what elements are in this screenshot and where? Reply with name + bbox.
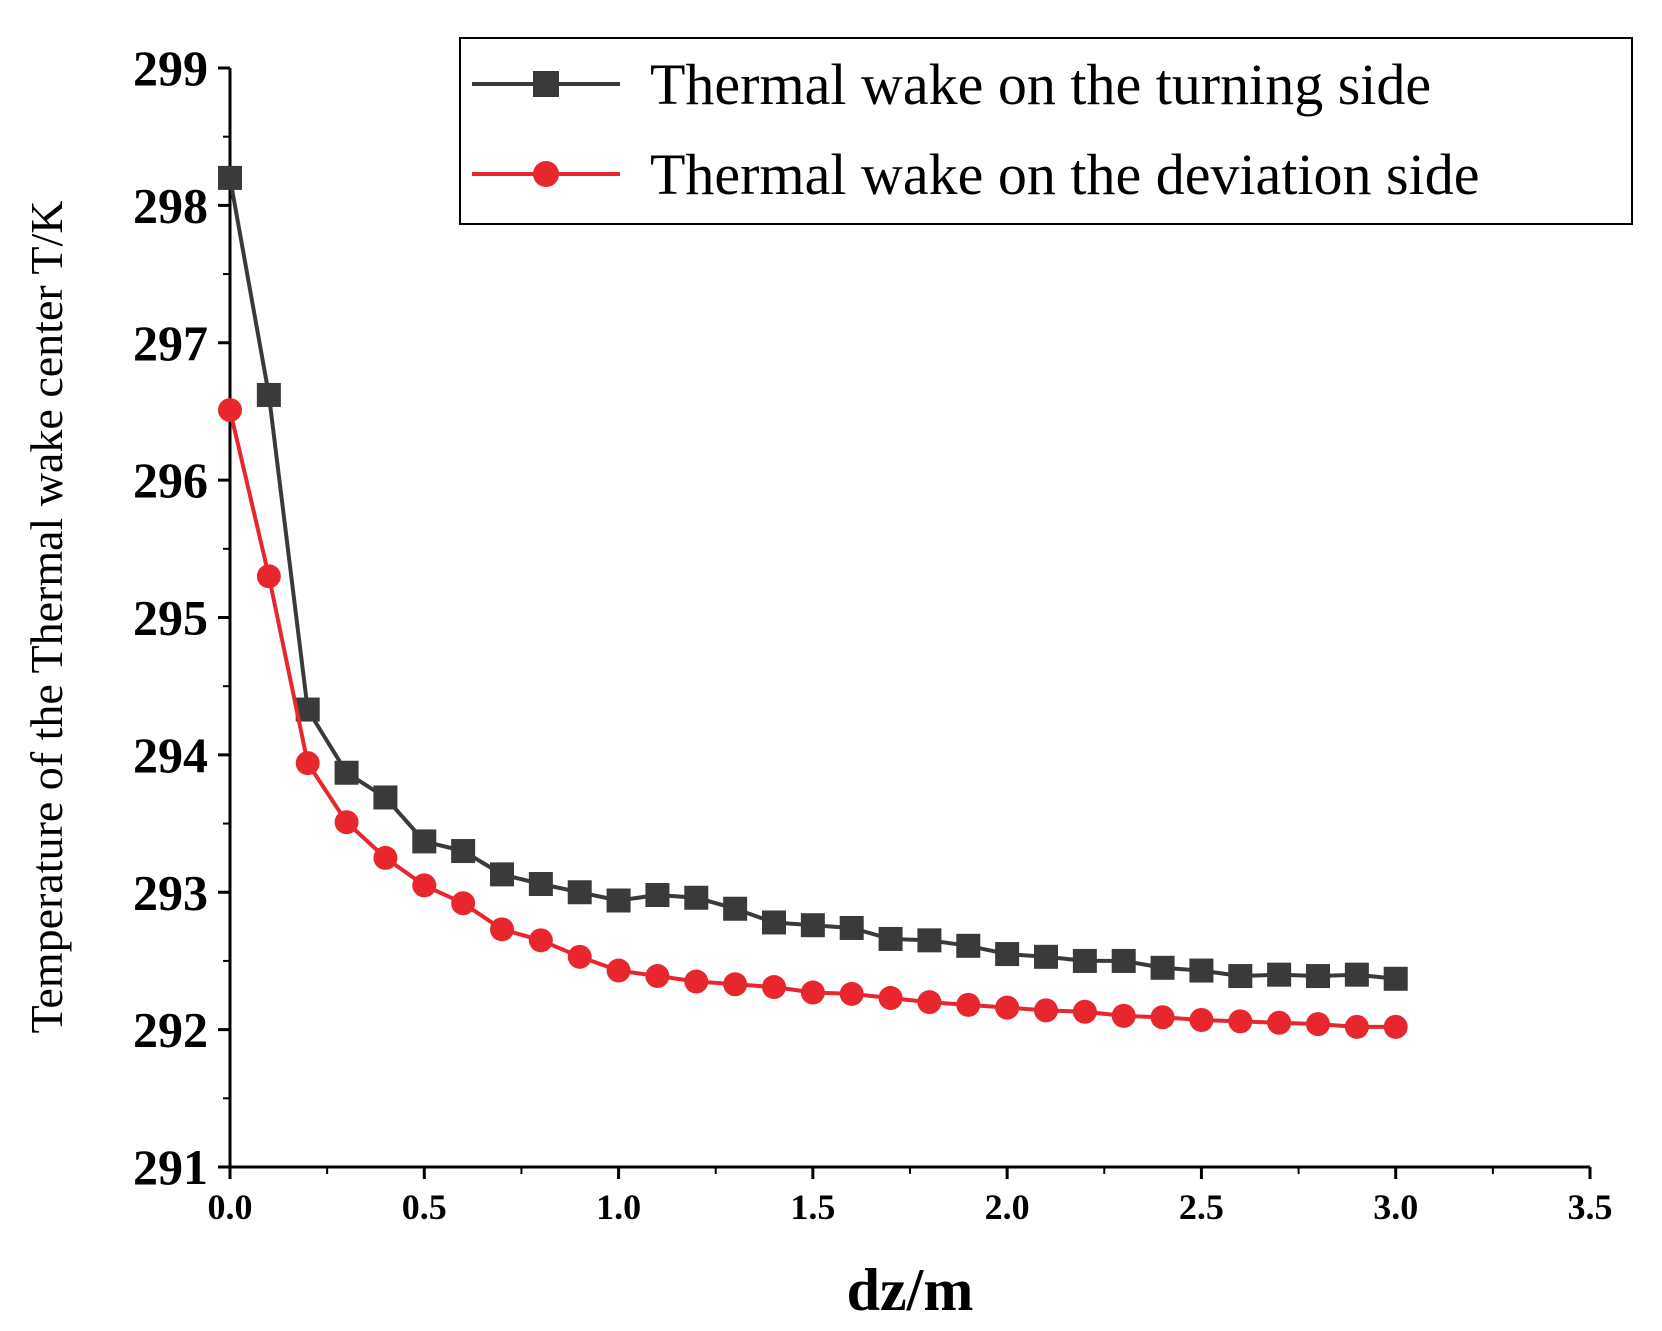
data-point [645,882,670,907]
data-point [528,872,553,897]
data-point [1189,1008,1214,1033]
data-point [917,990,942,1015]
data-point [528,928,553,953]
legend-box [459,37,1633,225]
data-point [373,845,398,870]
data-point [1267,1010,1292,1035]
y-tick-label: 293 [133,864,208,920]
y-tick-label: 291 [133,1139,208,1195]
data-point [567,880,592,905]
x-tick-label: 3.5 [1568,1187,1613,1227]
data-point [1228,1009,1253,1034]
data-point [1306,1012,1330,1037]
legend-label-turning: Thermal wake on the turning side [650,52,1431,117]
x-tick-label: 0.0 [208,1187,253,1227]
x-tick-label: 3.0 [1373,1187,1418,1227]
x-axis-title: dz/m [847,1257,974,1323]
data-point [839,981,864,1006]
data-point [800,980,825,1005]
data-point [1306,964,1330,989]
plot-series [218,165,1408,1039]
data-point [1383,1014,1408,1039]
legend-marker-turning [533,71,559,97]
legend: Thermal wake on the turning side Thermal… [459,37,1633,225]
data-point [295,751,320,776]
data-point [412,829,437,854]
data-point [334,760,359,785]
data-point [606,958,631,983]
data-point [256,382,281,407]
data-point [762,975,786,1000]
data-point [451,839,476,864]
data-point [1228,964,1253,989]
data-point [1189,958,1214,983]
data-point [762,910,786,935]
data-point [1034,944,1058,969]
data-point [1072,948,1097,973]
data-point [839,915,864,940]
data-point [995,942,1020,967]
data-point [218,398,242,423]
data-point [1111,1003,1136,1028]
legend-marker-deviation [533,161,559,187]
data-point [684,969,709,994]
y-tick-label: 296 [133,452,208,508]
data-point [1344,962,1369,987]
data-point [723,972,748,997]
y-axis-title: Temperature of the Thermal wake center T… [21,201,72,1034]
data-point [218,165,242,190]
data-point [606,888,631,913]
data-point [567,944,592,969]
data-point [1034,998,1058,1023]
y-ticks: 291 292 293 294 295 296 297 298 299 [133,40,230,1195]
data-point [1111,948,1136,973]
series-turning-side [218,165,1408,991]
data-point [334,810,359,835]
data-point [800,913,825,938]
y-tick-label: 295 [133,590,208,646]
data-point [373,785,398,810]
y-tick-label: 298 [133,177,208,233]
data-point [490,862,514,887]
data-point [645,964,670,989]
legend-label-deviation: Thermal wake on the deviation side [650,142,1479,207]
data-point [1150,1005,1175,1030]
x-ticks: 0.0 0.5 1.0 1.5 2.0 2.5 3.0 3.5 [208,1167,1613,1227]
data-point [490,917,514,942]
data-point [684,885,709,910]
data-point [1150,955,1175,980]
axes [228,68,1590,1169]
data-point [412,873,437,898]
data-point [1344,1014,1369,1039]
y-tick-label: 297 [133,315,208,371]
x-tick-label: 2.0 [985,1187,1030,1227]
x-tick-label: 1.5 [790,1187,835,1227]
data-point [956,992,981,1017]
y-tick-label: 299 [133,40,208,96]
y-tick-label: 292 [133,1002,208,1058]
data-point [1267,962,1292,987]
data-point [723,896,748,921]
y-tick-label: 294 [133,727,208,783]
series-line [228,177,1396,981]
x-tick-label: 1.0 [596,1187,641,1227]
series-deviation-side [218,398,1408,1039]
data-point [878,986,903,1011]
x-tick-label: 2.5 [1179,1187,1224,1227]
data-point [917,928,942,953]
data-point [451,891,476,916]
data-point [1072,999,1097,1024]
data-point [956,933,981,958]
data-point [995,995,1020,1020]
x-tick-label: 0.5 [402,1187,447,1227]
data-point [256,564,281,589]
data-point [878,926,903,951]
data-point [1383,966,1408,991]
